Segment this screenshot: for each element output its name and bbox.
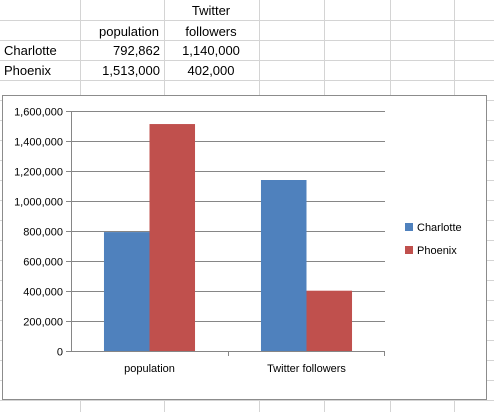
- bar-charlotte-twitter-followers[interactable]: [260, 180, 307, 351]
- legend-swatch-charlotte: [405, 223, 413, 231]
- y-tick-label: 1,000,000: [14, 197, 63, 209]
- x-category-label: population: [124, 363, 175, 375]
- row-label-phoenix[interactable]: Phoenix: [4, 63, 51, 78]
- y-tick-label: 600,000: [23, 257, 63, 269]
- cell-phoenix-population[interactable]: 1,513,000: [102, 63, 160, 78]
- y-tick-label: 800,000: [23, 227, 63, 239]
- header-population[interactable]: population: [99, 24, 159, 39]
- bar-phoenix-twitter-followers[interactable]: [306, 290, 353, 351]
- y-tick-label: 0: [57, 347, 63, 359]
- legend-swatch-phoenix: [405, 246, 413, 254]
- cell-charlotte-population[interactable]: 792,862: [113, 43, 160, 58]
- y-tick-label: 400,000: [23, 287, 63, 299]
- legend-label-phoenix: Phoenix: [417, 245, 457, 257]
- bar-chart: 0 200,000 400,000 600,000 800,000 1,000,000 1,…: [14, 107, 462, 376]
- bar-phoenix-population[interactable]: [149, 124, 196, 351]
- legend-label-charlotte: Charlotte: [417, 222, 462, 234]
- header-twitter-line1[interactable]: Twitter: [191, 3, 231, 18]
- y-tick-label: 1,600,000: [14, 107, 63, 119]
- header-twitter-line2[interactable]: followers: [185, 24, 237, 39]
- cell-phoenix-twitter[interactable]: 402,000: [187, 63, 235, 78]
- y-tick-label: 1,200,000: [14, 167, 63, 179]
- cell-charlotte-twitter[interactable]: 1,140,000: [182, 43, 240, 58]
- row-label-charlotte[interactable]: Charlotte: [4, 43, 57, 58]
- y-tick-label: 200,000: [23, 317, 63, 329]
- bar-charlotte-population[interactable]: [103, 232, 150, 351]
- chart-frame[interactable]: 0 200,000 400,000 600,000 800,000 1,000,000 1,…: [2, 95, 487, 400]
- y-tick-label: 1,400,000: [14, 137, 63, 149]
- x-category-label: Twitter followers: [267, 363, 346, 375]
